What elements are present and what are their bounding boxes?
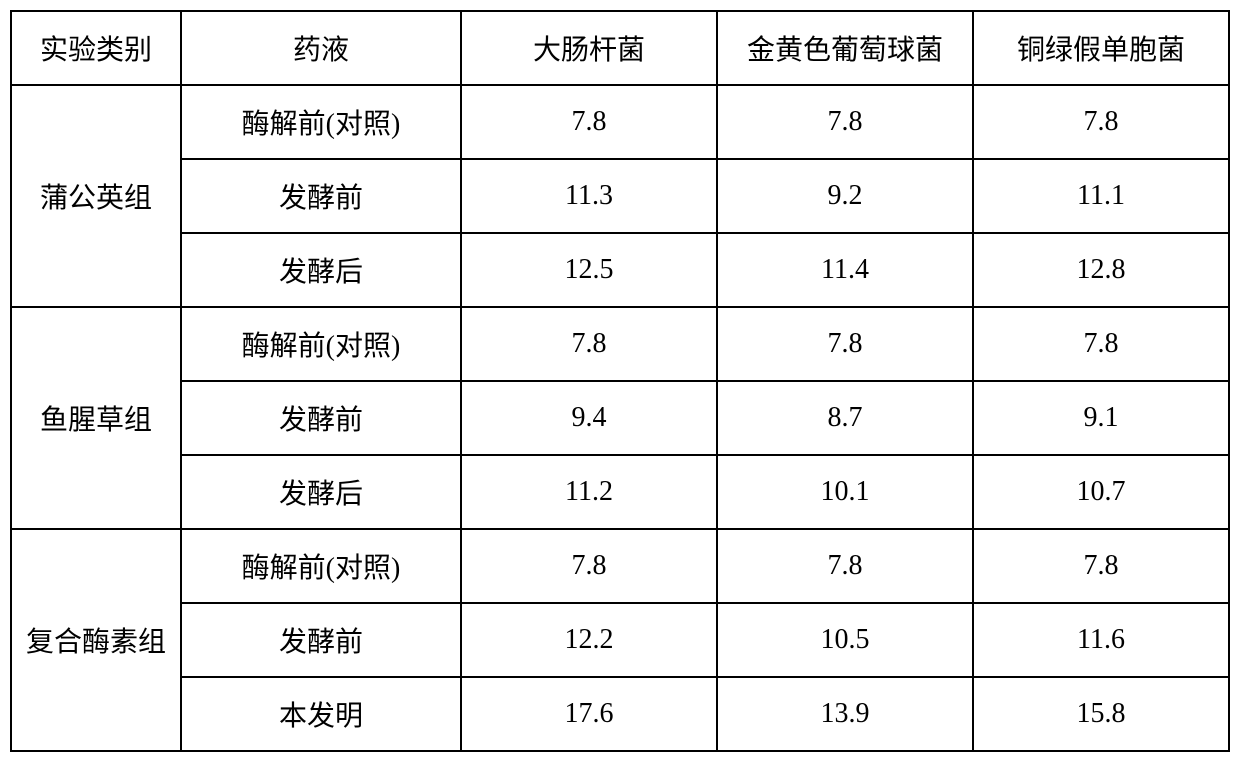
table-row: 发酵后 12.5 11.4 12.8 — [11, 233, 1229, 307]
staph-cell: 7.8 — [717, 529, 973, 603]
pseudomonas-cell: 7.8 — [973, 307, 1229, 381]
ecoli-cell: 9.4 — [461, 381, 717, 455]
pseudomonas-cell: 7.8 — [973, 85, 1229, 159]
table-row: 鱼腥草组 酶解前(对照) 7.8 7.8 7.8 — [11, 307, 1229, 381]
pseudomonas-cell: 9.1 — [973, 381, 1229, 455]
solution-cell: 发酵前 — [181, 381, 461, 455]
table-body: 蒲公英组 酶解前(对照) 7.8 7.8 7.8 发酵前 11.3 9.2 11… — [11, 85, 1229, 751]
staph-cell: 13.9 — [717, 677, 973, 751]
solution-cell: 发酵后 — [181, 455, 461, 529]
staph-cell: 10.1 — [717, 455, 973, 529]
pseudomonas-cell: 7.8 — [973, 529, 1229, 603]
solution-cell: 发酵前 — [181, 159, 461, 233]
table-row: 发酵后 11.2 10.1 10.7 — [11, 455, 1229, 529]
staph-cell: 7.8 — [717, 307, 973, 381]
table-row: 发酵前 9.4 8.7 9.1 — [11, 381, 1229, 455]
staph-cell: 8.7 — [717, 381, 973, 455]
pseudomonas-cell: 11.6 — [973, 603, 1229, 677]
header-category: 实验类别 — [11, 11, 181, 85]
ecoli-cell: 12.5 — [461, 233, 717, 307]
solution-cell: 发酵后 — [181, 233, 461, 307]
group-name-cell: 复合酶素组 — [11, 529, 181, 751]
header-staph: 金黄色葡萄球菌 — [717, 11, 973, 85]
solution-cell: 发酵前 — [181, 603, 461, 677]
staph-cell: 9.2 — [717, 159, 973, 233]
pseudomonas-cell: 12.8 — [973, 233, 1229, 307]
group-name-cell: 蒲公英组 — [11, 85, 181, 307]
table-row: 蒲公英组 酶解前(对照) 7.8 7.8 7.8 — [11, 85, 1229, 159]
solution-cell: 酶解前(对照) — [181, 85, 461, 159]
table-header-row: 实验类别 药液 大肠杆菌 金黄色葡萄球菌 铜绿假单胞菌 — [11, 11, 1229, 85]
pseudomonas-cell: 15.8 — [973, 677, 1229, 751]
table-row: 复合酶素组 酶解前(对照) 7.8 7.8 7.8 — [11, 529, 1229, 603]
pseudomonas-cell: 11.1 — [973, 159, 1229, 233]
table-row: 发酵前 11.3 9.2 11.1 — [11, 159, 1229, 233]
ecoli-cell: 7.8 — [461, 85, 717, 159]
table-row: 发酵前 12.2 10.5 11.6 — [11, 603, 1229, 677]
ecoli-cell: 7.8 — [461, 529, 717, 603]
staph-cell: 7.8 — [717, 85, 973, 159]
header-pseudomonas: 铜绿假单胞菌 — [973, 11, 1229, 85]
table-row: 本发明 17.6 13.9 15.8 — [11, 677, 1229, 751]
ecoli-cell: 11.3 — [461, 159, 717, 233]
solution-cell: 本发明 — [181, 677, 461, 751]
ecoli-cell: 11.2 — [461, 455, 717, 529]
staph-cell: 11.4 — [717, 233, 973, 307]
header-solution: 药液 — [181, 11, 461, 85]
ecoli-cell: 12.2 — [461, 603, 717, 677]
header-ecoli: 大肠杆菌 — [461, 11, 717, 85]
pseudomonas-cell: 10.7 — [973, 455, 1229, 529]
ecoli-cell: 7.8 — [461, 307, 717, 381]
solution-cell: 酶解前(对照) — [181, 307, 461, 381]
group-name-cell: 鱼腥草组 — [11, 307, 181, 529]
staph-cell: 10.5 — [717, 603, 973, 677]
ecoli-cell: 17.6 — [461, 677, 717, 751]
solution-cell: 酶解前(对照) — [181, 529, 461, 603]
data-table: 实验类别 药液 大肠杆菌 金黄色葡萄球菌 铜绿假单胞菌 蒲公英组 酶解前(对照)… — [10, 10, 1230, 752]
